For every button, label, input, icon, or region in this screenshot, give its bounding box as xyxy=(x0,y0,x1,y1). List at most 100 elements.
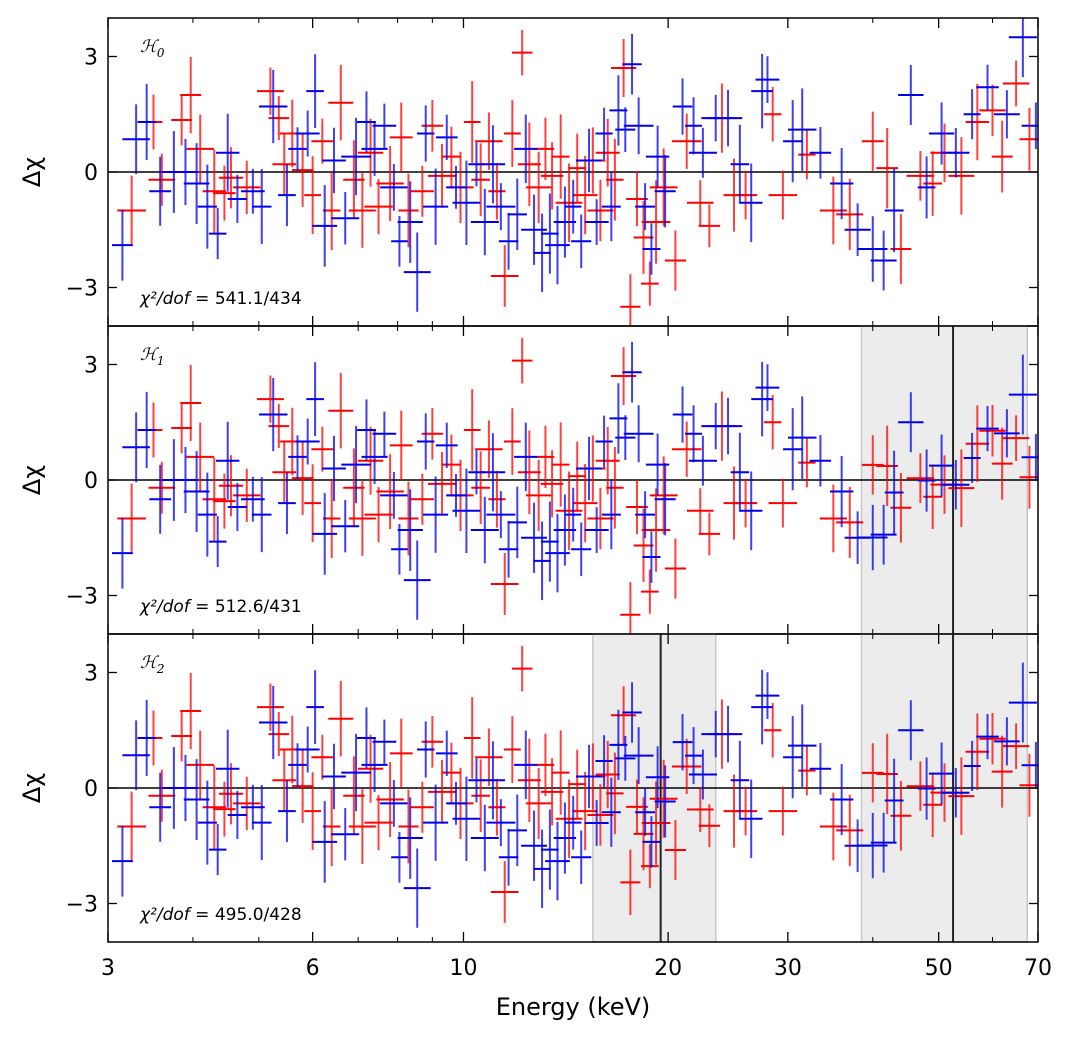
data-point xyxy=(641,261,659,306)
data-point xyxy=(341,425,371,504)
data-point xyxy=(641,569,659,614)
data-point xyxy=(295,110,320,157)
data-point xyxy=(268,404,290,449)
data-point xyxy=(1008,354,1037,435)
panel-2: −3 0 3 Δχ ℋ2 χ²/dof = 495.0/428 xyxy=(18,633,1039,943)
data-point xyxy=(688,127,717,178)
chi2-prefix: χ²/dof = xyxy=(139,597,215,617)
data-point xyxy=(357,734,384,803)
data-point xyxy=(698,512,721,556)
data-point xyxy=(397,489,423,571)
data-point xyxy=(884,168,904,253)
data-point xyxy=(380,780,408,827)
data-point xyxy=(906,761,935,812)
panel-1: −3 0 3 Δχ ℋ1 χ²/dof = 512.6/431 xyxy=(18,325,1039,635)
data-point xyxy=(861,435,884,495)
data-point xyxy=(641,844,659,889)
data-point xyxy=(768,170,798,220)
data-point xyxy=(649,759,678,838)
panel-label: ℋ2 xyxy=(140,653,164,676)
data-point xyxy=(948,137,975,215)
data-point xyxy=(568,749,586,819)
data-point xyxy=(423,168,449,245)
data-point xyxy=(486,491,516,539)
data-point xyxy=(819,484,847,553)
data-point xyxy=(470,496,499,564)
data-point xyxy=(398,481,419,556)
data-point xyxy=(403,232,431,312)
data-point xyxy=(361,429,388,484)
data-point xyxy=(312,801,338,883)
data-point xyxy=(595,415,613,468)
data-point xyxy=(836,794,864,866)
data-point xyxy=(713,89,743,147)
data-point xyxy=(948,757,975,835)
data-point xyxy=(490,245,519,307)
data-point xyxy=(587,784,614,846)
data-point xyxy=(564,487,582,542)
data-point xyxy=(463,81,481,163)
data-point xyxy=(452,776,481,862)
data-points xyxy=(111,645,1038,928)
data-point xyxy=(606,446,624,529)
data-point xyxy=(380,164,408,211)
data-point xyxy=(541,193,559,274)
data-point xyxy=(942,127,970,178)
data-point xyxy=(306,54,324,129)
data-point xyxy=(836,178,864,250)
data-point xyxy=(490,861,519,923)
data-point xyxy=(622,341,642,403)
data-point xyxy=(389,102,413,173)
data-point xyxy=(216,113,240,192)
data-point xyxy=(417,105,435,162)
data-point xyxy=(364,179,393,235)
data-point xyxy=(423,476,449,553)
data-point xyxy=(452,160,481,246)
data-point xyxy=(256,375,284,423)
data-point xyxy=(571,830,592,885)
data-point xyxy=(540,758,564,826)
data-point xyxy=(507,178,527,251)
data-point xyxy=(304,156,322,235)
data-point xyxy=(216,421,240,500)
data-point xyxy=(568,133,586,203)
data-point xyxy=(884,450,904,535)
data-point xyxy=(633,201,654,274)
data-point xyxy=(328,680,354,757)
data-point xyxy=(606,752,624,835)
data-point xyxy=(633,509,654,582)
data-point xyxy=(389,410,413,481)
data-point xyxy=(397,797,423,879)
data-point xyxy=(685,405,703,463)
data-point xyxy=(642,223,661,275)
data-point xyxy=(357,118,384,187)
data-point xyxy=(137,699,156,777)
y-tick-label: 3 xyxy=(84,46,98,71)
data-point xyxy=(664,819,687,881)
data-point xyxy=(391,831,408,883)
data-point xyxy=(470,804,499,872)
data-point xyxy=(331,808,360,861)
data-point xyxy=(819,792,847,861)
data-point xyxy=(471,451,491,525)
data-point xyxy=(829,147,854,220)
data-point xyxy=(122,104,150,175)
data-point xyxy=(258,377,288,452)
data-point xyxy=(809,742,832,795)
data-point xyxy=(521,194,547,265)
data-point xyxy=(906,453,935,504)
data-point xyxy=(511,29,533,76)
data-point xyxy=(498,520,519,578)
data-point xyxy=(963,89,981,140)
data-point xyxy=(322,435,346,502)
data-point xyxy=(357,399,376,461)
y-axis-label: Δχ xyxy=(18,465,46,495)
data-point xyxy=(174,446,197,514)
data-point xyxy=(917,757,936,820)
data-point xyxy=(564,179,582,234)
data-point xyxy=(533,521,551,601)
data-point xyxy=(348,481,376,556)
data-point xyxy=(322,170,341,251)
data-point xyxy=(507,486,527,559)
